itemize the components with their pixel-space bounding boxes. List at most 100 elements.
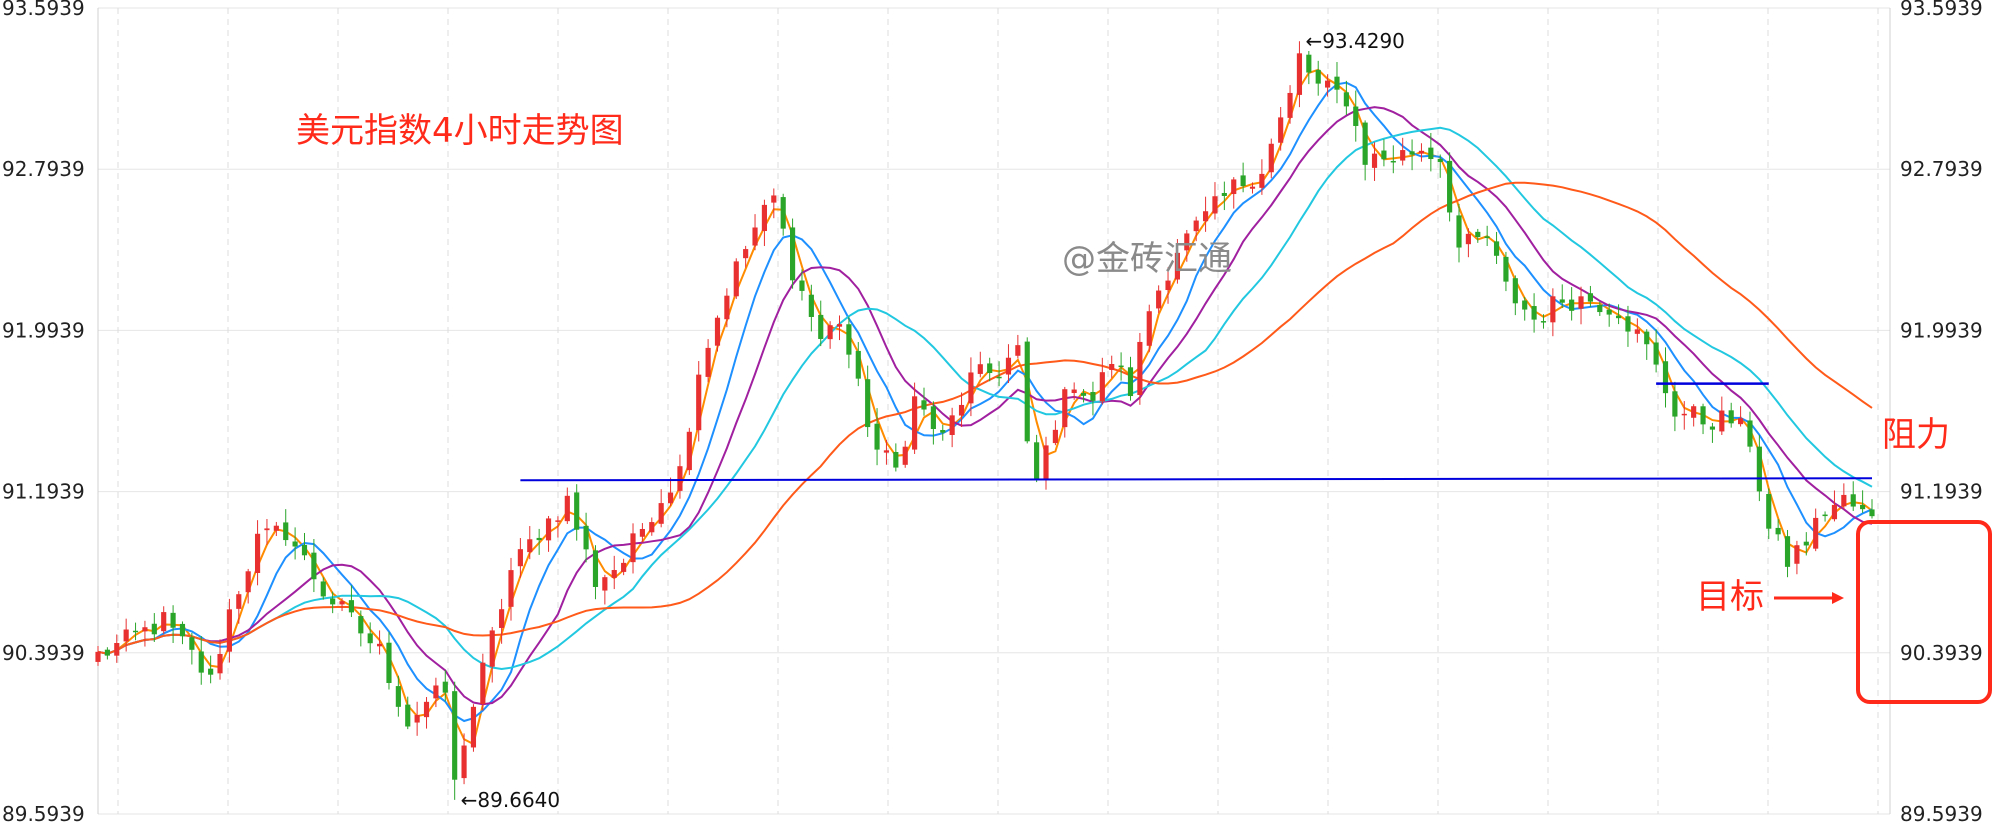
candle-body[interactable] xyxy=(95,651,101,662)
candle-body[interactable] xyxy=(658,503,664,524)
candle-body[interactable] xyxy=(104,649,110,656)
candle-body[interactable] xyxy=(461,745,467,779)
candle-body[interactable] xyxy=(1080,392,1087,396)
candle-body[interactable] xyxy=(292,541,298,547)
candle-body[interactable] xyxy=(1775,527,1781,535)
candle-body[interactable] xyxy=(696,374,702,431)
candle-body[interactable] xyxy=(1278,117,1284,143)
candle-body[interactable] xyxy=(874,423,880,450)
candle-body[interactable] xyxy=(1174,252,1180,280)
candle-body[interactable] xyxy=(189,637,195,650)
candle-body[interactable] xyxy=(1831,504,1838,520)
candle-body[interactable] xyxy=(311,552,317,580)
candle-body[interactable] xyxy=(818,314,824,339)
candle-body[interactable] xyxy=(1615,315,1622,319)
candle-body[interactable] xyxy=(893,451,899,468)
candle-body[interactable] xyxy=(846,324,852,355)
candle-body[interactable] xyxy=(1860,505,1866,510)
candle-body[interactable] xyxy=(602,577,608,591)
candle-body[interactable] xyxy=(499,609,505,628)
candle-body[interactable] xyxy=(1212,196,1218,214)
candle-body[interactable] xyxy=(1644,331,1650,345)
candle-body[interactable] xyxy=(1728,410,1734,424)
candle-body[interactable] xyxy=(1109,363,1115,370)
candle-body[interactable] xyxy=(320,581,326,597)
candle-body[interactable] xyxy=(1597,304,1603,313)
candle-body[interactable] xyxy=(1334,76,1340,90)
candle-body[interactable] xyxy=(1653,342,1659,365)
candle-body[interactable] xyxy=(743,249,749,259)
candle-body[interactable] xyxy=(339,601,345,605)
candle-body[interactable] xyxy=(1325,80,1331,88)
candle-body[interactable] xyxy=(621,562,627,572)
candle-body[interactable] xyxy=(1137,341,1143,395)
candle-body[interactable] xyxy=(1315,69,1321,84)
candle-body[interactable] xyxy=(1418,150,1425,154)
candle-body[interactable] xyxy=(1841,494,1847,507)
candle-body[interactable] xyxy=(301,544,308,556)
candle-body[interactable] xyxy=(733,261,739,297)
candle-body[interactable] xyxy=(1784,536,1791,567)
candle-body[interactable] xyxy=(949,415,955,435)
candle-body[interactable] xyxy=(996,376,1002,379)
candle-body[interactable] xyxy=(470,706,477,748)
candle-body[interactable] xyxy=(254,533,261,573)
candle-body[interactable] xyxy=(1625,316,1631,332)
candle-body[interactable] xyxy=(1034,442,1040,479)
candle-body[interactable] xyxy=(1503,256,1509,282)
candle-body[interactable] xyxy=(865,379,871,428)
candle-body[interactable] xyxy=(574,492,580,530)
candle-body[interactable] xyxy=(433,685,439,699)
candle-body[interactable] xyxy=(358,616,364,634)
candle-body[interactable] xyxy=(1193,220,1199,232)
candle-body[interactable] xyxy=(630,533,636,563)
candle-body[interactable] xyxy=(1249,186,1256,189)
candle-body[interactable] xyxy=(264,528,270,531)
candle-body[interactable] xyxy=(705,347,711,377)
candle-body[interactable] xyxy=(1484,236,1490,239)
candle-body[interactable] xyxy=(414,714,420,723)
candle-body[interactable] xyxy=(1794,545,1800,564)
candle-body[interactable] xyxy=(405,704,411,727)
candle-body[interactable] xyxy=(1493,241,1500,256)
candle-body[interactable] xyxy=(1296,53,1303,95)
candle-body[interactable] xyxy=(1766,494,1772,529)
candle-body[interactable] xyxy=(1578,296,1584,309)
candle-body[interactable] xyxy=(808,294,814,317)
candle-body[interactable] xyxy=(1043,445,1049,480)
candle-body[interactable] xyxy=(283,522,289,541)
candle-body[interactable] xyxy=(132,630,139,633)
candle-body[interactable] xyxy=(1709,426,1716,430)
candle-body[interactable] xyxy=(1052,429,1058,444)
candle-body[interactable] xyxy=(1184,233,1190,251)
candle-body[interactable] xyxy=(799,280,805,291)
candle-body[interactable] xyxy=(1540,321,1547,323)
candle-body[interactable] xyxy=(1353,106,1359,126)
candle-body[interactable] xyxy=(1606,309,1612,315)
candle-body[interactable] xyxy=(1371,153,1378,168)
candle-body[interactable] xyxy=(1062,389,1068,428)
candle-body[interactable] xyxy=(377,643,383,647)
candle-body[interactable] xyxy=(1738,418,1744,425)
candle-body[interactable] xyxy=(1850,494,1856,507)
candle-body[interactable] xyxy=(780,197,786,229)
candle-body[interactable] xyxy=(714,317,721,346)
candle-body[interactable] xyxy=(649,522,655,533)
candle-body[interactable] xyxy=(198,651,204,673)
candle-body[interactable] xyxy=(1306,54,1312,73)
candle-body[interactable] xyxy=(836,324,843,327)
candle-body[interactable] xyxy=(902,446,908,465)
candle-body[interactable] xyxy=(667,492,674,504)
candle-body[interactable] xyxy=(545,518,552,541)
candle-body[interactable] xyxy=(987,363,993,374)
candle-body[interactable] xyxy=(273,525,279,531)
candle-body[interactable] xyxy=(142,627,148,632)
candle-body[interactable] xyxy=(330,598,336,605)
candle-body[interactable] xyxy=(1550,296,1556,323)
candle-body[interactable] xyxy=(1400,150,1406,161)
candle-body[interactable] xyxy=(452,691,458,780)
candle-body[interactable] xyxy=(1569,299,1575,311)
candle-body[interactable] xyxy=(217,653,223,674)
candle-body[interactable] xyxy=(677,466,683,491)
